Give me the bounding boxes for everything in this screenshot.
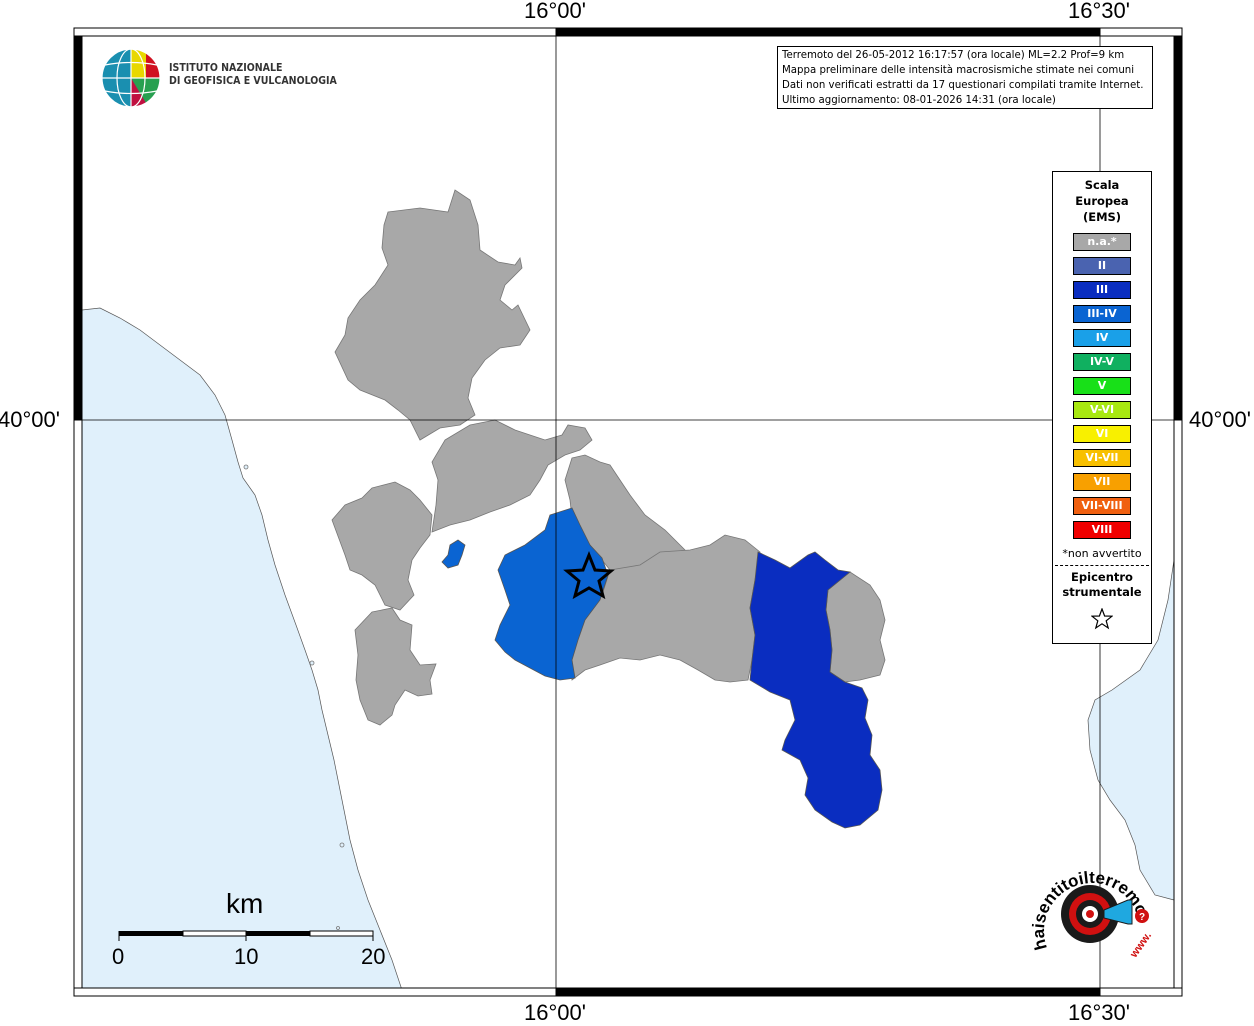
municipality-west xyxy=(331,481,433,611)
legend-item: IV xyxy=(1073,329,1131,347)
ingv-logo[interactable]: ISTITUTO NAZIONALE DI GEOFISICA E VULCAN… xyxy=(101,48,341,108)
municipalities-intensity-III xyxy=(749,551,883,829)
legend-note: *non avvertito xyxy=(1062,547,1142,560)
legend-item: II xyxy=(1073,257,1131,275)
lon-label-bottom-1: 16°00' xyxy=(524,1000,586,1025)
legend-item: IV-V xyxy=(1073,353,1131,371)
lon-label-top-2: 16°30' xyxy=(1068,0,1130,23)
legend-item: VI xyxy=(1073,425,1131,443)
event-info-line2: Mappa preliminare delle intensità macros… xyxy=(782,65,1135,76)
municipality-southwest xyxy=(354,607,437,726)
lon-label-bottom-2: 16°30' xyxy=(1068,1000,1130,1025)
event-info-box: Terremoto del 26-05-2012 16:17:57 (ora l… xyxy=(777,46,1153,109)
hsi-logo-prefix: www. xyxy=(1127,930,1154,961)
scale-bar-title: km xyxy=(226,888,264,919)
legend-item: VIII xyxy=(1073,521,1131,539)
municipality-center-north xyxy=(431,419,593,533)
sea-tyrrhenian xyxy=(81,307,403,991)
event-info-line4: Ultimo aggiornamento: 08-01-2026 14:31 (… xyxy=(782,95,1056,106)
scale-tick-20: 20 xyxy=(361,944,386,969)
epicentre-star-icon[interactable] xyxy=(563,550,615,600)
municipalities-intensity-III-IV xyxy=(441,507,609,681)
municipality-north xyxy=(334,189,531,441)
lat-label-right: 40°00' xyxy=(1189,407,1251,432)
legend-star-icon xyxy=(1053,607,1151,634)
municipality-epicentral xyxy=(494,507,609,681)
legend-title-line3: (EMS) xyxy=(1082,210,1122,224)
municipality-southeast xyxy=(749,551,883,829)
coast-details xyxy=(243,464,345,930)
legend-title-line1: Scala xyxy=(1084,178,1120,192)
legend-items: n.a.* II III III-IV IV IV-V V V-VI VI VI-VII VII VI… xyxy=(1053,233,1151,539)
legend-epicentre-line1: Epicentro xyxy=(1071,570,1133,584)
svg-text:?: ? xyxy=(1139,912,1145,923)
legend-epicentre-line2: strumentale xyxy=(1062,585,1142,599)
municipalities-not-available xyxy=(331,189,886,726)
legend-item: VI-VII xyxy=(1073,449,1131,467)
legend-separator xyxy=(1055,565,1149,566)
legend-item: III xyxy=(1073,281,1131,299)
globe-icon xyxy=(101,48,161,108)
legend-item: VII xyxy=(1073,473,1131,491)
event-info-line3: Dati non verificati estratti da 17 quest… xyxy=(782,80,1144,91)
scale-bar xyxy=(118,930,374,941)
event-info-line1: Terremoto del 26-05-2012 16:17:57 (ora l… xyxy=(782,50,1125,61)
hai-sentito-il-terremoto-logo[interactable]: haisentitoilterremoto.it ? www. xyxy=(1025,847,1170,972)
ems-legend: Scala Europea (EMS) n.a.* II III III-IV IV IV… xyxy=(1052,171,1152,644)
legend-item: n.a.* xyxy=(1073,233,1131,251)
municipality-small-enclave xyxy=(441,539,466,569)
legend-item: V-VI xyxy=(1073,401,1131,419)
legend-item: III-IV xyxy=(1073,305,1131,323)
legend-item: V xyxy=(1073,377,1131,395)
lat-label-left: 40°00' xyxy=(0,407,60,432)
ingv-logo-line2: DI GEOFISICA E VULCANOLOGIA xyxy=(169,75,337,87)
legend-item: VII-VIII xyxy=(1073,497,1131,515)
lon-label-top-1: 16°00' xyxy=(524,0,586,23)
sea-ionian xyxy=(1087,559,1175,901)
map-frame xyxy=(73,27,1183,997)
scale-tick-0: 0 xyxy=(112,944,125,969)
scale-tick-10: 10 xyxy=(234,944,259,969)
ingv-logo-line1: ISTITUTO NAZIONALE xyxy=(169,62,283,74)
legend-title-line2: Europea xyxy=(1075,194,1129,208)
